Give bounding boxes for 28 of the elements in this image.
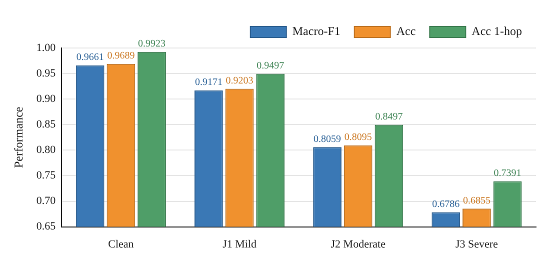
legend-label: Acc <box>396 24 416 38</box>
y-tick-label: 0.80 <box>36 144 56 156</box>
data-label: 0.6786 <box>432 198 460 210</box>
legend-label: Macro-F1 <box>292 24 340 38</box>
data-label: 0.6855 <box>462 195 490 206</box>
y-tick-label: 0.75 <box>36 170 56 182</box>
data-label: 0.7391 <box>494 168 522 179</box>
data-label: 0.9689 <box>107 50 135 62</box>
data-label: 0.9923 <box>138 38 166 50</box>
y-tick-label: 0.90 <box>36 92 56 105</box>
data-label: 0.8095 <box>344 132 372 143</box>
data-label: 0.9203 <box>226 75 254 86</box>
x-tick-label: J2 Moderate <box>330 238 386 250</box>
legend-label: Acc 1-hop <box>472 24 522 38</box>
x-tick-label: Clean <box>108 238 134 250</box>
data-label: 0.9661 <box>76 52 104 63</box>
data-label: 0.9497 <box>256 60 284 72</box>
y-tick-label: 0.95 <box>36 67 56 80</box>
data-label: 0.8497 <box>375 111 403 122</box>
y-axis-title: Performance <box>11 106 26 168</box>
y-tick-label: 0.85 <box>36 118 56 131</box>
x-tick-label: J1 Mild <box>222 238 257 250</box>
data-label: 0.8059 <box>314 134 342 145</box>
y-tick-label: 1.00 <box>36 42 56 54</box>
y-tick-label: 0.65 <box>36 220 56 233</box>
data-label: 0.9171 <box>194 76 222 88</box>
x-tick-label: J3 Severe <box>455 238 498 250</box>
y-tick-label: 0.70 <box>36 195 56 208</box>
